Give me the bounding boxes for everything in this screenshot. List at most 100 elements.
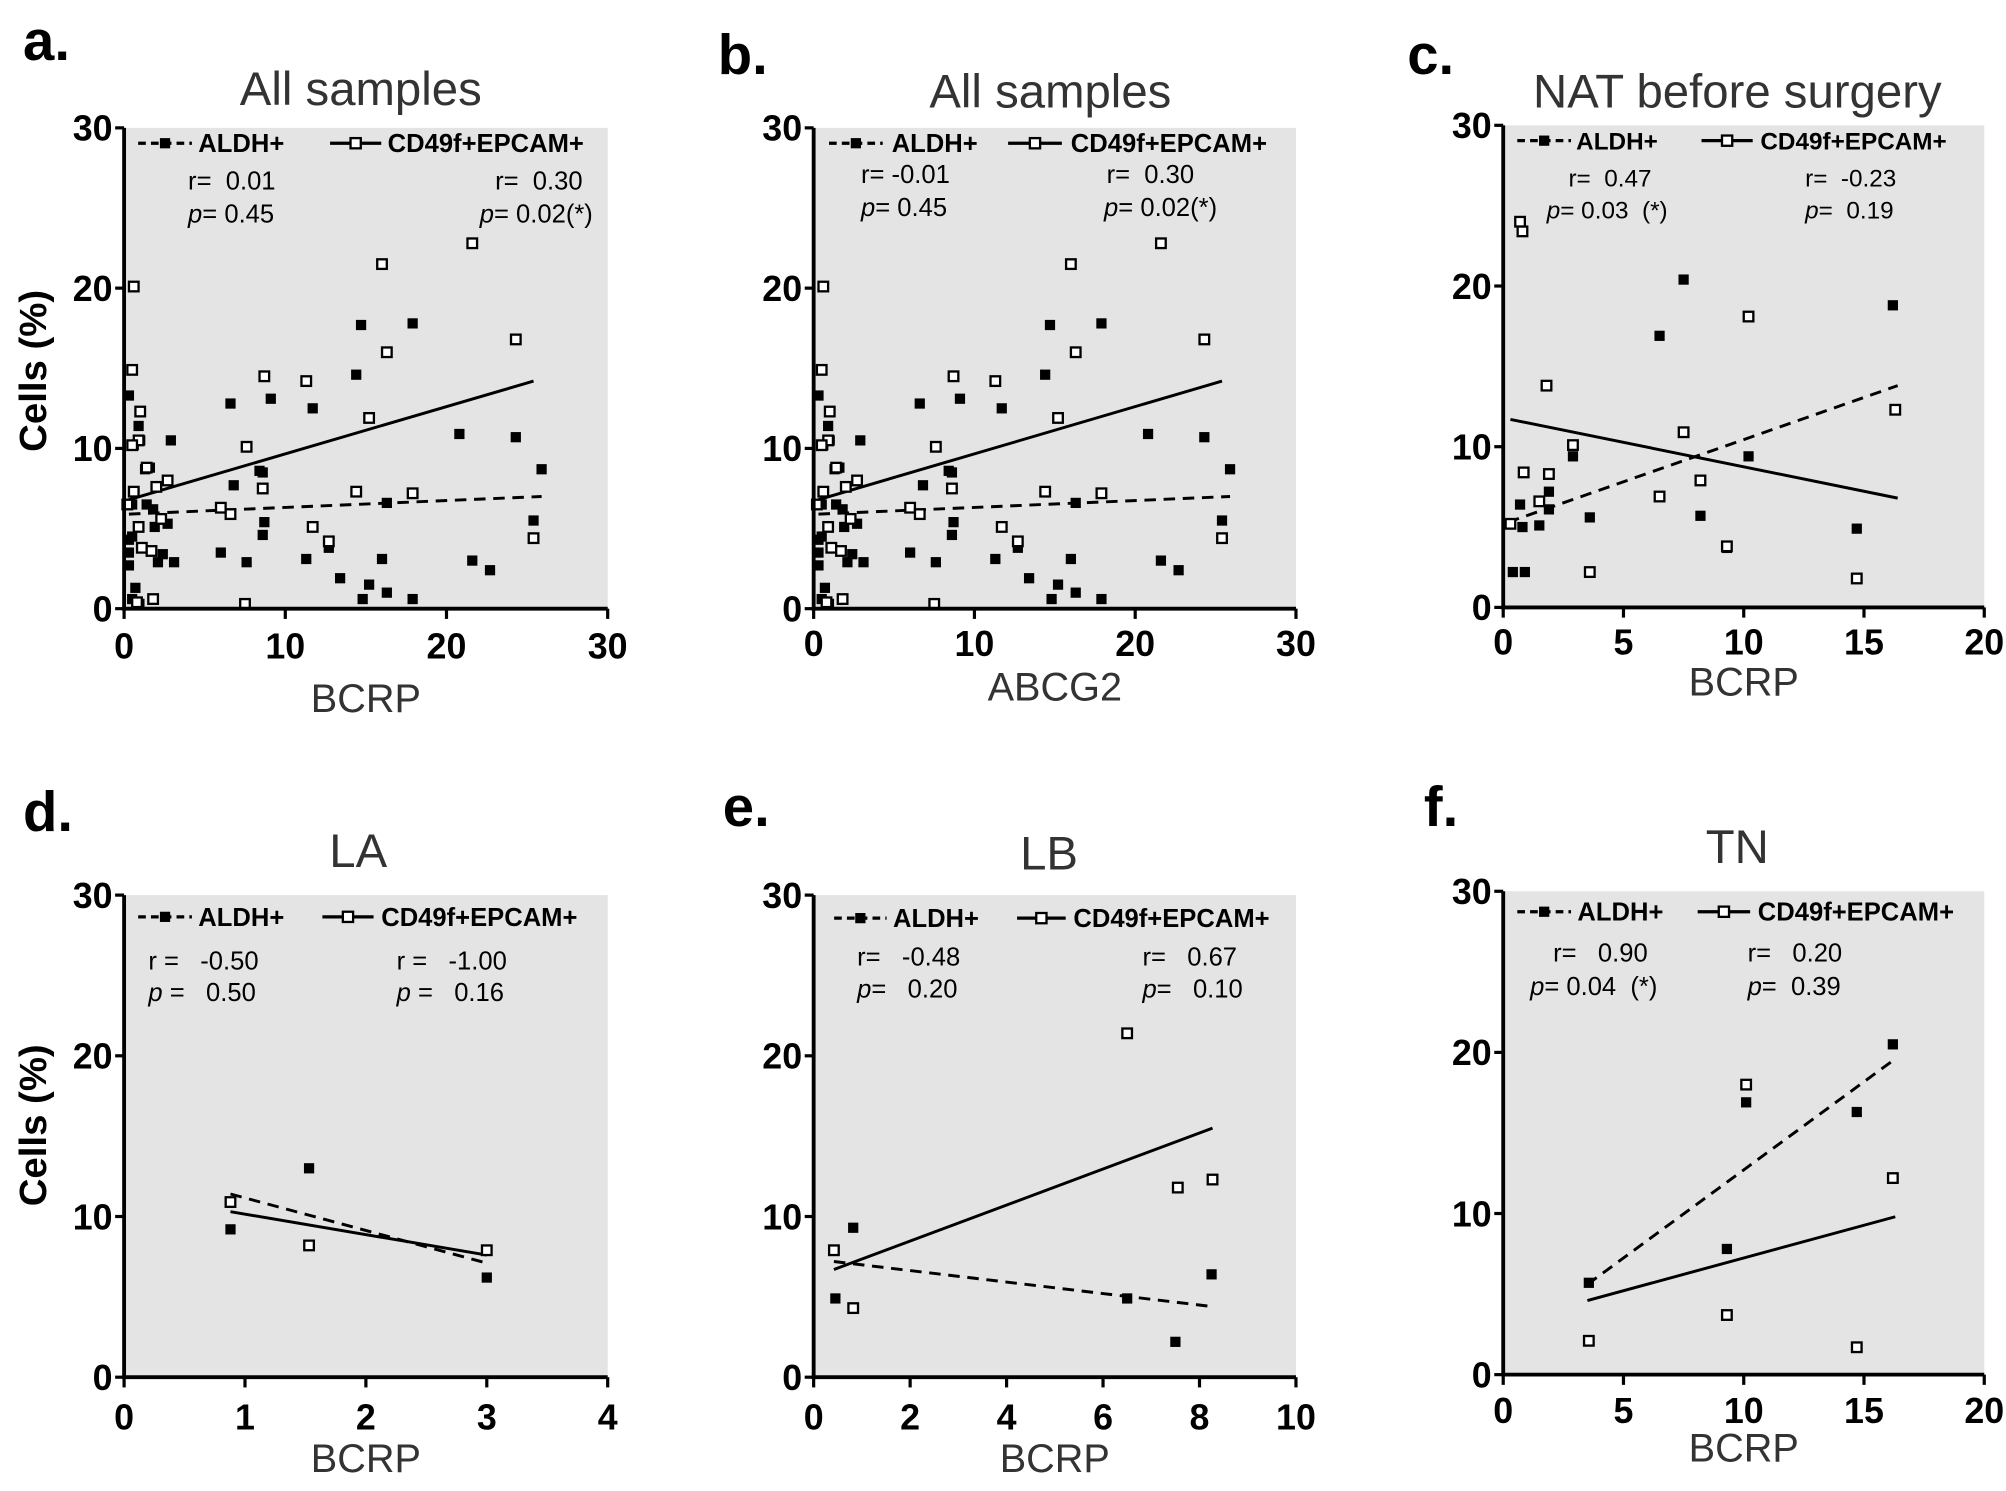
data-point-aldh	[1654, 330, 1665, 341]
data-point-cd49f-epcam	[1533, 495, 1546, 508]
fit-line-aldh	[128, 495, 542, 516]
stat-p-symbol: p	[396, 979, 411, 1007]
x-tick-label: 1	[235, 1398, 255, 1438]
data-point-cd49f-epcam	[306, 520, 319, 533]
stat-p-symbol: p	[860, 194, 875, 222]
legend-entry-cd49f-epcam: CD49f+EPCAM+	[1008, 130, 1267, 158]
y-tick-label: 10	[1452, 1194, 1492, 1234]
data-point-cd49f-epcam	[1886, 1172, 1899, 1185]
x-tick-label: 0	[114, 627, 134, 667]
data-point-aldh	[996, 403, 1007, 414]
panel-letter: f.	[1424, 775, 1458, 838]
data-point-cd49f-epcam	[1850, 572, 1863, 585]
legend-entry-aldh: ALDH+	[829, 130, 978, 158]
data-point-aldh	[1023, 573, 1035, 584]
y-axis-label: Cells (%)	[12, 1044, 55, 1206]
data-point-aldh	[1851, 1106, 1862, 1118]
data-point-aldh	[837, 504, 848, 515]
stat-p-symbol: p	[1747, 973, 1762, 1001]
stat-r-cd49f-epcam: r= 0.30	[495, 167, 582, 195]
stat-r-aldh: r= 0.47	[1568, 166, 1651, 193]
legend-marker-cd49f-epcam	[1035, 911, 1048, 925]
data-point-cd49f-epcam	[406, 487, 419, 500]
stat-p-aldh: p= 0.45	[860, 194, 947, 222]
data-point-aldh	[225, 398, 236, 409]
data-point-aldh	[946, 467, 958, 478]
data-point-aldh	[123, 547, 135, 558]
data-point-aldh	[1543, 504, 1555, 515]
data-point-aldh	[839, 521, 850, 533]
y-tick-label: 0	[93, 1358, 113, 1398]
data-point-aldh	[1206, 1269, 1217, 1280]
data-point-cd49f-epcam	[929, 440, 942, 453]
chart-title: All samples	[240, 63, 482, 116]
fit-line-aldh	[1586, 1057, 1897, 1286]
data-point-aldh	[1070, 497, 1081, 509]
stat-r-aldh: r = -0.50	[148, 947, 258, 975]
data-point-cd49f-epcam	[823, 405, 836, 418]
data-point-aldh	[954, 393, 966, 404]
y-tick-label: 30	[73, 876, 113, 916]
fit-line-cd49f-epcam	[1587, 1215, 1896, 1302]
data-point-aldh	[363, 579, 375, 590]
x-tick-label: 20	[1964, 1391, 2004, 1431]
data-point-cd49f-epcam	[131, 596, 143, 609]
data-point-aldh	[1514, 499, 1526, 510]
stat-p-value: = 0.50	[163, 979, 256, 1007]
legend-label: ALDH+	[198, 130, 284, 158]
stat-p-symbol: p	[1804, 198, 1819, 225]
data-point-cd49f-epcam	[480, 1244, 493, 1257]
legend-entry-cd49f-epcam: CD49f+EPCAM+	[330, 130, 584, 158]
x-axis-label: BCRP	[1689, 1427, 1799, 1471]
data-point-cd49f-epcam	[827, 1244, 840, 1257]
data-point-cd49f-epcam	[150, 480, 163, 493]
data-point-aldh	[1096, 318, 1107, 329]
data-point-aldh	[831, 499, 842, 510]
data-point-cd49f-epcam	[1567, 439, 1579, 452]
panel-d: 0 1 2 3 4 0 10 20 30d. LA BCRP Cells (%) ALDH+ r = -0…	[12, 780, 618, 1481]
x-tick-label: 5	[1614, 623, 1634, 663]
data-point-aldh	[334, 573, 346, 584]
data-point-aldh	[819, 582, 831, 593]
data-point-cd49f-epcam	[1850, 1341, 1863, 1354]
panel-letter: b.	[718, 23, 768, 86]
stat-r-aldh: r= 0.01	[188, 167, 275, 195]
data-point-aldh	[123, 560, 135, 571]
legend-marker-cd49f-epcam	[341, 910, 355, 924]
legend-label: CD49f+EPCAM+	[1071, 130, 1267, 158]
data-point-aldh	[905, 547, 916, 558]
data-point-aldh	[301, 553, 312, 565]
stat-p-symbol: p	[856, 975, 871, 1003]
data-point-cd49f-epcam	[224, 1196, 237, 1208]
data-point-cd49f-epcam	[995, 520, 1008, 533]
data-point-cd49f-epcam	[1542, 468, 1555, 480]
data-point-aldh	[165, 435, 176, 446]
data-point-cd49f-epcam	[1740, 1078, 1753, 1091]
data-point-aldh	[1583, 1277, 1594, 1288]
data-point-cd49f-epcam	[214, 501, 227, 514]
data-point-cd49f-epcam	[466, 237, 479, 250]
data-point-cd49f-epcam	[1677, 426, 1690, 439]
legend-marker-aldh	[850, 138, 861, 149]
data-point-cd49f-epcam	[140, 461, 153, 474]
data-point-aldh	[1216, 515, 1228, 526]
data-point-aldh	[948, 517, 959, 528]
stat-p-value: = 0.39	[1762, 973, 1841, 1001]
data-point-aldh	[1695, 510, 1706, 521]
data-point-aldh	[215, 547, 226, 558]
data-point-aldh	[1721, 1243, 1733, 1255]
data-point-cd49f-epcam	[155, 512, 168, 525]
data-point-aldh	[1122, 1293, 1133, 1304]
data-point-aldh	[381, 587, 392, 598]
fit-line-cd49f-epcam	[1510, 417, 1898, 500]
legend-label: CD49f+EPCAM+	[1760, 129, 1946, 156]
data-point-aldh	[851, 518, 863, 529]
stat-r-cd49f-epcam: r= 0.30	[1107, 161, 1194, 189]
plot-background	[813, 895, 1296, 1378]
x-tick-label: 30	[1276, 624, 1316, 664]
legend-entry-aldh: ALDH+	[138, 130, 284, 158]
data-point-aldh	[228, 480, 239, 491]
data-point-cd49f-epcam	[132, 520, 145, 533]
y-tick-label: 30	[73, 109, 113, 149]
fit-line-cd49f-epcam	[833, 1126, 1214, 1271]
